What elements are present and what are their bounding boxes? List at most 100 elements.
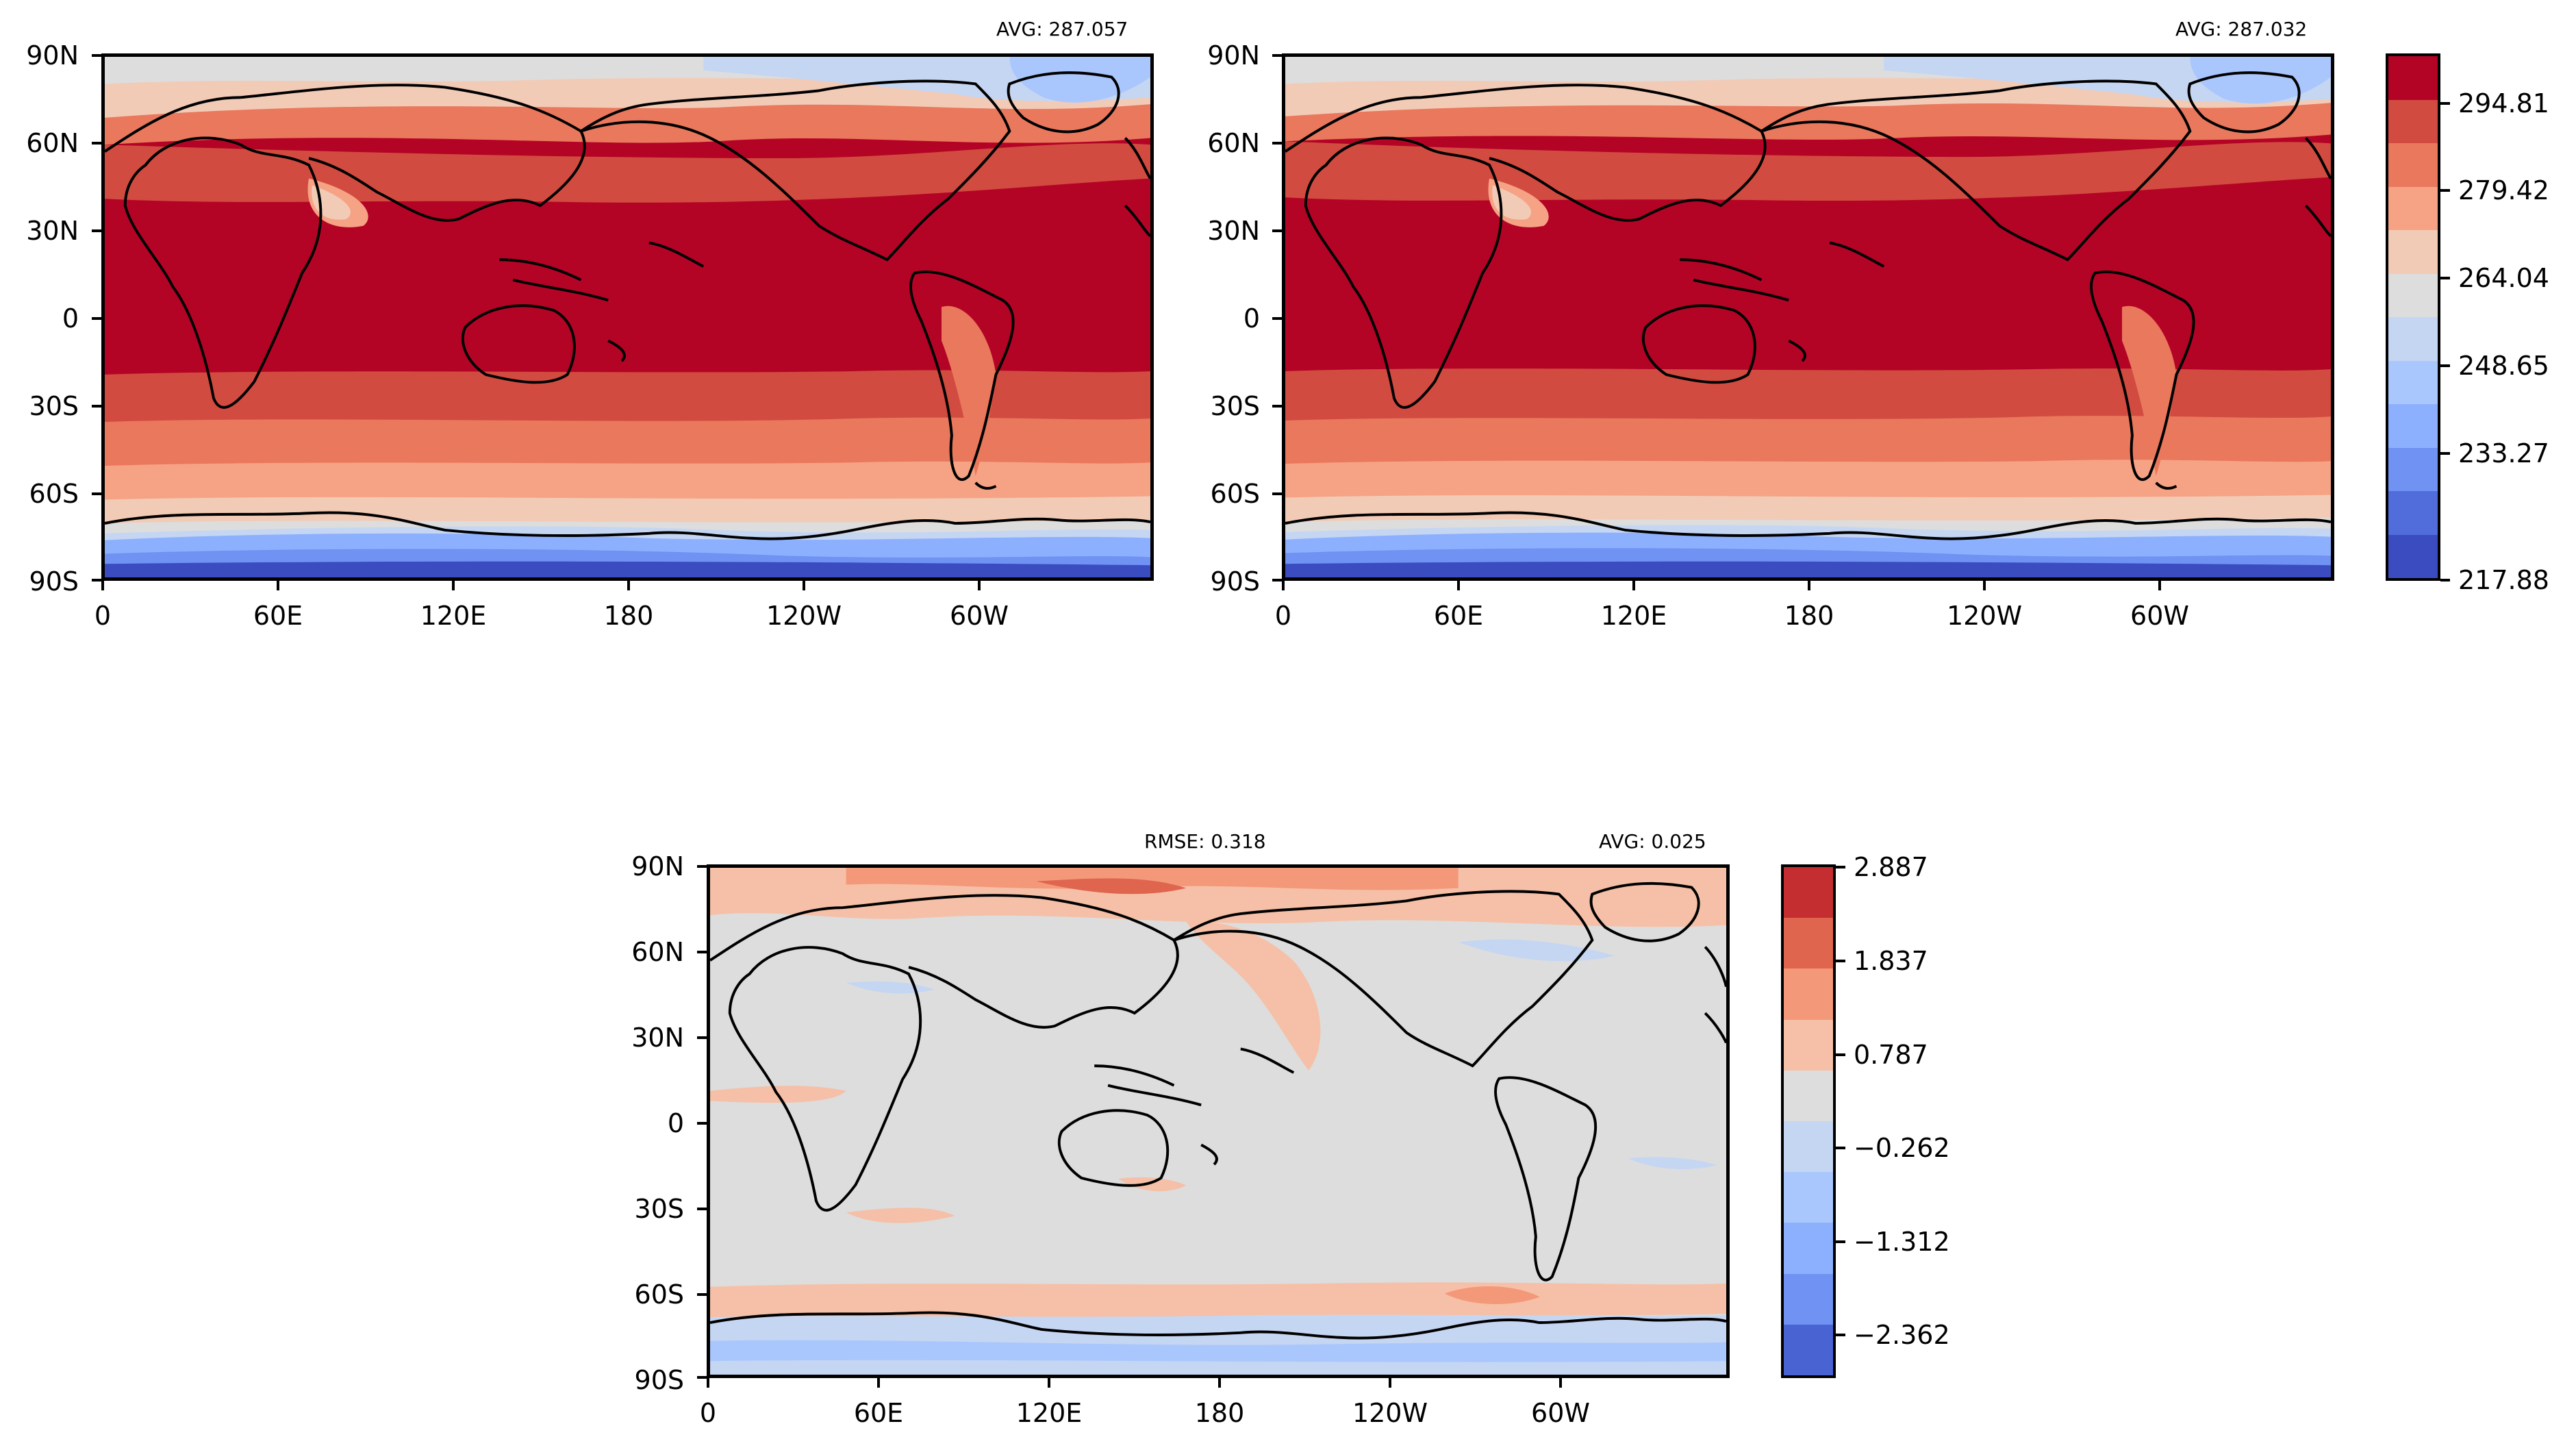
cbar-temp-label-4: 248.65 bbox=[2458, 351, 2549, 381]
lon-tick-0-a: 0 bbox=[94, 601, 112, 631]
lat-tickmark-b bbox=[1272, 317, 1282, 320]
lat-tick-90s-a: 90S bbox=[29, 566, 79, 597]
lat-tickmark-diff bbox=[697, 951, 707, 953]
difference-colorbar bbox=[1781, 864, 1836, 1378]
avg-label-diff: AVG: 0.025 bbox=[1599, 830, 1706, 853]
lon-tick-60e-a: 60E bbox=[253, 601, 303, 631]
cbar-diff-tick bbox=[1836, 866, 1845, 868]
cbar-temp-tick bbox=[2440, 579, 2450, 582]
lat-tick-0-a: 0 bbox=[62, 303, 79, 334]
lat-tick-90n-b: 90N bbox=[1207, 40, 1260, 71]
lon-tickmark-a bbox=[277, 581, 279, 590]
cbar-temp-tick bbox=[2440, 102, 2450, 105]
colorbar-segment bbox=[1784, 1019, 1833, 1072]
temperature-colorbar bbox=[2386, 53, 2440, 581]
lon-tick-0-b: 0 bbox=[1274, 601, 1292, 631]
cbar-temp-label-3: 264.04 bbox=[2458, 263, 2549, 293]
lat-tickmark-a bbox=[92, 579, 101, 582]
cbar-diff-label-3: 0.787 bbox=[1854, 1040, 1928, 1070]
lat-tick-30n-b: 30N bbox=[1207, 216, 1260, 246]
lat-tickmark-diff bbox=[697, 1036, 707, 1039]
lat-tickmark-a bbox=[92, 405, 101, 408]
cbar-diff-tick bbox=[1836, 1053, 1845, 1056]
colorbar-segment bbox=[1784, 1121, 1833, 1173]
lat-tick-60n-b: 60N bbox=[1207, 128, 1260, 158]
lon-tickmark-b bbox=[1632, 581, 1635, 590]
lon-tickmark-b bbox=[1808, 581, 1810, 590]
lon-tickmark-a bbox=[978, 581, 981, 590]
cbar-temp-label-5: 233.27 bbox=[2458, 438, 2549, 468]
cbar-diff-label-6: −2.362 bbox=[1854, 1320, 1950, 1350]
lat-tick-90n-a: 90N bbox=[26, 40, 79, 71]
lon-tickmark-diff bbox=[1048, 1378, 1050, 1388]
lon-tick-120w-b: 120W bbox=[1946, 601, 2023, 631]
colorbar-segment bbox=[2388, 360, 2438, 405]
lat-tick-30s-diff: 30S bbox=[634, 1194, 684, 1224]
cbar-diff-tick bbox=[1836, 960, 1845, 962]
lon-tickmark-a bbox=[452, 581, 455, 590]
colorbar-segment bbox=[2388, 230, 2438, 275]
lat-tick-60n-a: 60N bbox=[26, 128, 79, 158]
lat-tick-0-diff: 0 bbox=[667, 1108, 684, 1138]
lon-tickmark-b bbox=[1457, 581, 1460, 590]
colorbar-segment bbox=[2388, 491, 2438, 536]
colorbar-segment bbox=[2388, 56, 2438, 101]
avg-label-b: AVG: 287.032 bbox=[2175, 18, 2308, 40]
colorbar-segment bbox=[1784, 1172, 1833, 1224]
colorbar-segment bbox=[2388, 317, 2438, 362]
cbar-temp-tick bbox=[2440, 189, 2450, 192]
lat-tickmark-diff bbox=[697, 1122, 707, 1125]
lat-tickmark-b bbox=[1272, 492, 1282, 495]
cbar-temp-tick bbox=[2440, 277, 2450, 279]
lat-tickmark-b bbox=[1272, 229, 1282, 232]
lat-tick-60s-b: 60S bbox=[1210, 479, 1260, 509]
lon-tickmark-diff bbox=[1218, 1378, 1221, 1388]
lon-tickmark-diff bbox=[707, 1378, 709, 1388]
lat-tick-30s-b: 30S bbox=[1210, 391, 1260, 421]
colorbar-segment bbox=[1784, 1273, 1833, 1326]
cbar-diff-label-5: −1.312 bbox=[1854, 1227, 1950, 1257]
lon-tick-60w-diff: 60W bbox=[1531, 1398, 1590, 1428]
lon-tick-60e-diff: 60E bbox=[853, 1398, 904, 1428]
map-temperature-b bbox=[1282, 53, 2334, 581]
colorbar-segment bbox=[2388, 186, 2438, 232]
lon-tick-120e-a: 120E bbox=[420, 601, 487, 631]
lon-tickmark-b bbox=[1282, 581, 1285, 590]
temperature-field-b bbox=[1285, 57, 2331, 577]
cbar-temp-tick bbox=[2440, 364, 2450, 367]
lon-tick-60w-b: 60W bbox=[2130, 601, 2189, 631]
lon-tick-0-diff: 0 bbox=[699, 1398, 717, 1428]
colorbar-segment bbox=[2388, 143, 2438, 188]
cbar-temp-label-2: 279.42 bbox=[2458, 175, 2549, 205]
lat-tick-90n-diff: 90N bbox=[631, 851, 684, 882]
lat-tick-60n-diff: 60N bbox=[631, 937, 684, 967]
lon-tickmark-diff bbox=[1559, 1378, 1562, 1388]
lat-tickmark-diff bbox=[697, 1376, 707, 1379]
lon-tickmark-diff bbox=[1389, 1378, 1391, 1388]
lat-tickmark-diff bbox=[697, 865, 707, 868]
lat-tickmark-a bbox=[92, 229, 101, 232]
colorbar-segment bbox=[1784, 1070, 1833, 1123]
lat-tickmark-a bbox=[92, 142, 101, 145]
cbar-temp-label-6: 217.88 bbox=[2458, 565, 2549, 595]
lat-tickmark-a bbox=[92, 492, 101, 495]
map-temperature-a bbox=[101, 53, 1154, 581]
lat-tick-90s-b: 90S bbox=[1210, 566, 1260, 597]
lon-tick-120e-diff: 120E bbox=[1015, 1398, 1083, 1428]
colorbar-segment bbox=[2388, 447, 2438, 492]
lat-tick-60s-diff: 60S bbox=[634, 1279, 684, 1310]
lat-tickmark-b bbox=[1272, 405, 1282, 408]
lat-tick-30s-a: 30S bbox=[29, 391, 79, 421]
lon-tickmark-b bbox=[2158, 581, 2161, 590]
lat-tickmark-diff bbox=[697, 1293, 707, 1296]
colorbar-segment bbox=[1784, 1324, 1833, 1375]
lon-tick-180-a: 180 bbox=[603, 601, 654, 631]
cbar-diff-label-4: −0.262 bbox=[1854, 1133, 1950, 1163]
cbar-diff-label-1: 2.887 bbox=[1854, 852, 1928, 882]
lat-tickmark-b bbox=[1272, 142, 1282, 145]
lon-tick-60e-b: 60E bbox=[1433, 601, 1484, 631]
colorbar-segment bbox=[2388, 99, 2438, 145]
lon-tick-180-diff: 180 bbox=[1194, 1398, 1245, 1428]
cbar-diff-tick bbox=[1836, 1147, 1845, 1149]
lon-tick-60w-a: 60W bbox=[950, 601, 1009, 631]
